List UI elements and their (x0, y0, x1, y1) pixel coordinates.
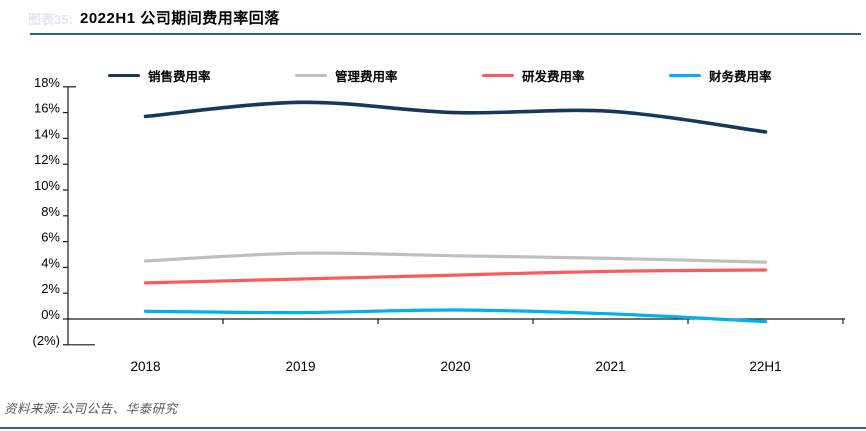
x-tick-label: 2020 (440, 359, 470, 374)
x-tick-label: 2021 (595, 359, 625, 374)
legend-label-finance-expense: 财务费用率 (709, 70, 772, 84)
legend-swatch-rd-expense (482, 73, 514, 78)
legend-item-rd-expense: 研发费用率 (482, 66, 585, 85)
legend-label-sales-expense: 销售费用率 (148, 70, 211, 84)
y-tick-label: 18% (34, 75, 60, 90)
series-line-finance-expense (143, 308, 768, 324)
series-line-admin-expense (143, 251, 768, 264)
y-tick-label: 8% (41, 204, 60, 219)
legend-swatch-sales-expense (108, 73, 140, 78)
data-source-note: 资料来源:公司公告、华泰研究 (4, 402, 178, 416)
y-tick-label: 6% (41, 230, 60, 245)
y-tick-label: 0% (41, 307, 60, 322)
y-tick-label: 4% (41, 255, 60, 270)
series-line-rd-expense (143, 268, 768, 285)
chart-title: 2022H1 公司期间费用率回落 (80, 10, 280, 27)
y-tick-label: 2% (41, 281, 60, 296)
x-tick-label: 2019 (285, 359, 315, 374)
title-underline (30, 33, 861, 35)
x-tick-label: 22H1 (749, 359, 781, 374)
y-tick-label: 16% (34, 101, 60, 116)
figure-number-label: 图表35: (28, 12, 73, 27)
y-tick-label: 10% (34, 178, 60, 193)
y-tick-label: (2%) (33, 333, 60, 348)
legend-item-finance-expense: 财务费用率 (669, 66, 772, 85)
legend-swatch-finance-expense (669, 73, 701, 78)
legend-label-rd-expense: 研发费用率 (522, 70, 585, 84)
y-tick-label: 12% (34, 152, 60, 167)
series-line-sales-expense (143, 100, 768, 134)
legend-item-admin-expense: 管理费用率 (295, 66, 398, 85)
legend-label-admin-expense: 管理费用率 (335, 70, 398, 84)
legend-swatch-admin-expense (295, 73, 327, 78)
legend-item-sales-expense: 销售费用率 (108, 66, 211, 85)
y-tick-label: 14% (34, 126, 60, 141)
bottom-border-line (0, 427, 866, 429)
chart-legend: 销售费用率 管理费用率 研发费用率 财务费用率 (0, 66, 866, 86)
x-tick-label: 2018 (130, 359, 160, 374)
